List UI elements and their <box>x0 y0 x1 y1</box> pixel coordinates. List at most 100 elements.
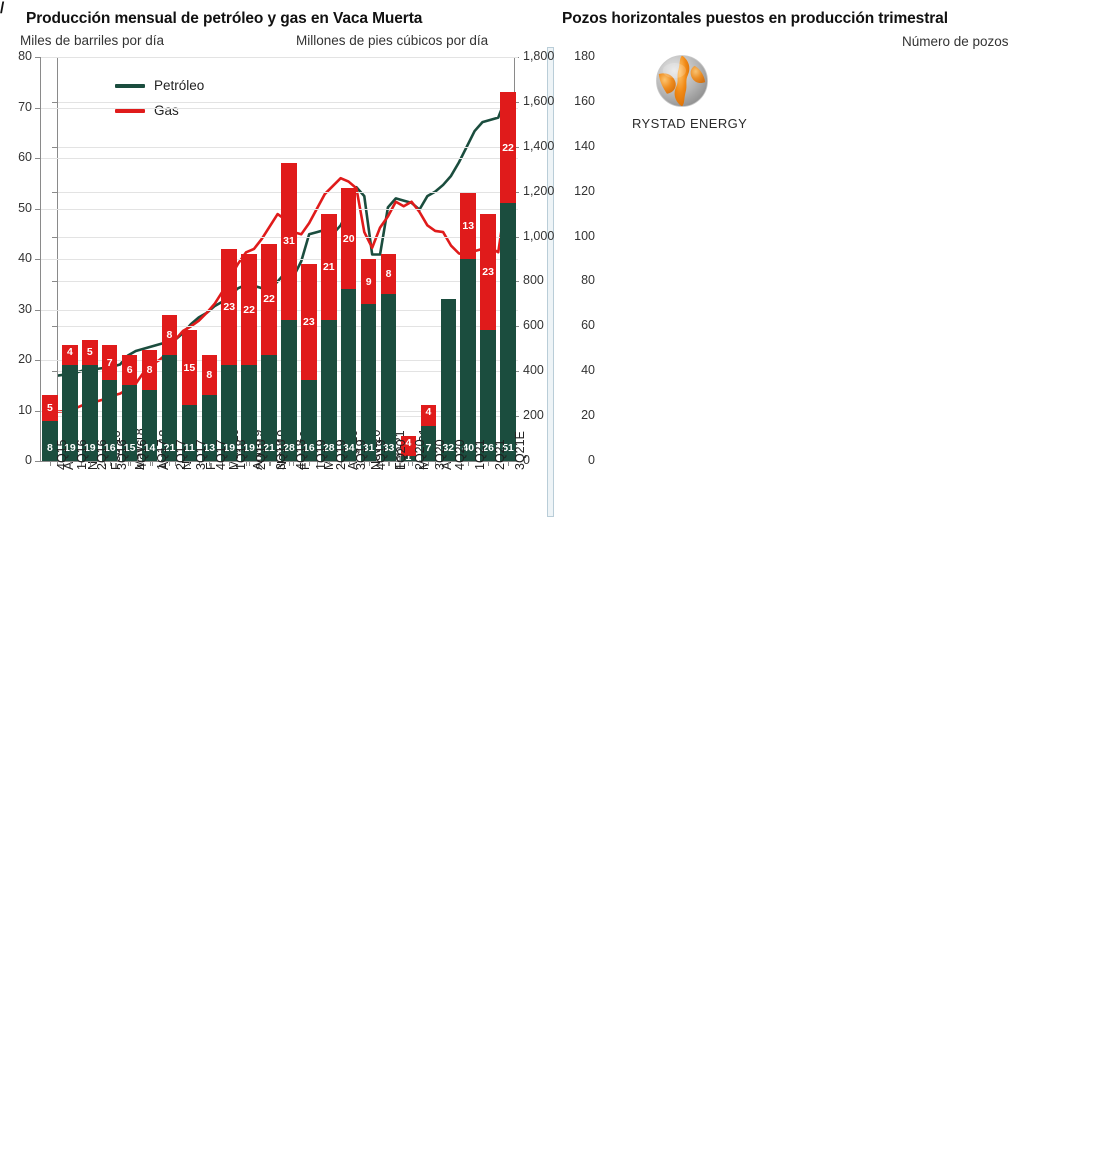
bar-value-petroleo: 15 <box>123 441 136 454</box>
x-tick <box>368 461 370 466</box>
bar-segment-petroleo: 33 <box>380 294 397 461</box>
y-axis-label: 60 <box>18 150 32 164</box>
bar-segment-gas: 13 <box>460 193 476 259</box>
gridline <box>40 259 518 260</box>
bar-column[interactable]: 40 13 <box>460 57 476 461</box>
y-axis-label-left: 60 <box>581 318 595 333</box>
bar-segment-petroleo: 7 <box>420 425 437 461</box>
bar-column[interactable]: 28 31 <box>281 57 297 461</box>
legend-item-petróleo[interactable]: Petróleo <box>115 78 204 93</box>
bar-value-petroleo: 31 <box>362 441 375 454</box>
bar-segment-petroleo: 16 <box>301 380 317 461</box>
bar-segment-gas: 22 <box>500 92 516 204</box>
x-tick <box>129 461 131 466</box>
x-tick <box>340 461 342 466</box>
bar-column[interactable]: 13 8 <box>201 57 218 461</box>
y-tick <box>52 101 57 103</box>
bar-segment-petroleo: 8 <box>42 420 58 461</box>
x-axis-label: 3Q18 <box>274 439 289 470</box>
y-axis-label-left: 180 <box>574 49 595 63</box>
bar-segment-gas: 5 <box>42 395 58 421</box>
bar-value-gas: 9 <box>365 275 372 288</box>
bar-column[interactable]: 26 23 <box>480 57 496 461</box>
bar-value-petroleo: 16 <box>303 441 315 454</box>
bar-value-gas: 8 <box>166 328 173 341</box>
bar-value-petroleo: 13 <box>203 441 216 454</box>
x-tick <box>387 461 389 466</box>
bar-segment-petroleo: 28 <box>281 319 297 461</box>
bar-column[interactable]: 16 7 <box>101 57 118 461</box>
bar-column[interactable]: 21 8 <box>161 57 178 461</box>
x-tick <box>364 461 366 466</box>
x-axis-label: 2Q17 <box>174 439 189 470</box>
bar-segment-petroleo: 26 <box>480 329 496 461</box>
bar-segment-gas: 22 <box>261 243 277 355</box>
bar-value-petroleo: 19 <box>83 441 96 454</box>
bar-column[interactable]: 19 4 <box>62 57 78 461</box>
bar-segment-petroleo: 11 <box>181 405 198 461</box>
y-axis-label: 40 <box>18 251 32 265</box>
y-tick-right <box>514 101 519 103</box>
bar-column[interactable]: 51 22 <box>500 57 516 461</box>
bar-column[interactable]: 16 23 <box>301 57 317 461</box>
bar-value-petroleo: 32 <box>442 441 455 454</box>
bar-column[interactable]: 28 21 <box>321 57 337 461</box>
x-tick <box>408 461 410 466</box>
x-axis-label: 4Q18 <box>293 439 308 470</box>
bar-value-petroleo: 11 <box>183 441 195 454</box>
bar-segment-gas: 7 <box>101 344 118 381</box>
x-axis-label: 3Q17 <box>194 439 209 470</box>
bar-value-gas: 21 <box>322 260 335 273</box>
rystad-energy-logo: RYSTAD ENERGY <box>632 52 748 131</box>
bar-value-gas: 4 <box>66 345 73 358</box>
bar-column[interactable]: 32 <box>440 57 457 461</box>
bar-column[interactable]: 33 8 <box>380 57 397 461</box>
x-axis-label: 3Q20 <box>433 439 448 470</box>
x-tick <box>229 461 231 466</box>
x-tick <box>57 461 58 466</box>
logo-text: RYSTAD ENERGY <box>632 116 748 131</box>
x-axis-label: 2Q16 <box>94 439 109 470</box>
bar-column[interactable]: 31 9 <box>360 57 377 461</box>
legend-label: Gas <box>154 103 179 118</box>
legend-item-gas[interactable]: Gas <box>115 103 204 118</box>
bar-column[interactable]: 21 22 <box>261 57 277 461</box>
x-tick <box>288 461 290 466</box>
bar-column[interactable]: 19 5 <box>82 57 98 461</box>
x-tick <box>269 461 271 466</box>
x-axis-label: 1Q20 <box>393 439 408 470</box>
x-tick <box>49 461 51 466</box>
bar-column[interactable]: 19 23 <box>221 57 237 461</box>
bar-segment-gas: 20 <box>340 188 357 290</box>
bar-column[interactable]: 34 20 <box>340 57 357 461</box>
x-tick <box>175 461 177 466</box>
x-tick <box>80 461 82 466</box>
x-axis-label: 1Q16 <box>74 439 89 470</box>
x-tick <box>348 461 350 466</box>
y-axis-label-right: 0 <box>523 453 530 467</box>
bar-value-petroleo: 51 <box>502 441 514 454</box>
bar-column[interactable]: 19 22 <box>241 57 257 461</box>
bar-column[interactable]: 14 8 <box>141 57 158 461</box>
bar-column[interactable]: 15 6 <box>121 57 138 461</box>
y-tick <box>35 57 40 58</box>
y-axis-label: 80 <box>18 49 32 63</box>
x-tick <box>468 461 470 466</box>
x-axis-label: 3Q21E <box>513 431 528 470</box>
right-axis-unit-label: Millones de pies cúbicos por día <box>296 33 489 48</box>
y-axis-label: 30 <box>18 301 32 316</box>
bar-value-gas: 31 <box>283 235 295 248</box>
x-axis-label: 1Q18 <box>234 439 249 470</box>
bar-segment-petroleo: 19 <box>241 365 257 461</box>
bar-value-gas: 8 <box>385 268 392 281</box>
title-separator: / <box>0 0 5 17</box>
bar-segment-petroleo: 19 <box>221 365 237 461</box>
bar-column[interactable]: 11 15 <box>181 57 198 461</box>
x-tick <box>246 461 248 466</box>
x-axis-label: 1Q21 <box>473 439 488 470</box>
bar-segment-petroleo: 19 <box>62 365 78 461</box>
legend-swatch <box>115 83 145 88</box>
